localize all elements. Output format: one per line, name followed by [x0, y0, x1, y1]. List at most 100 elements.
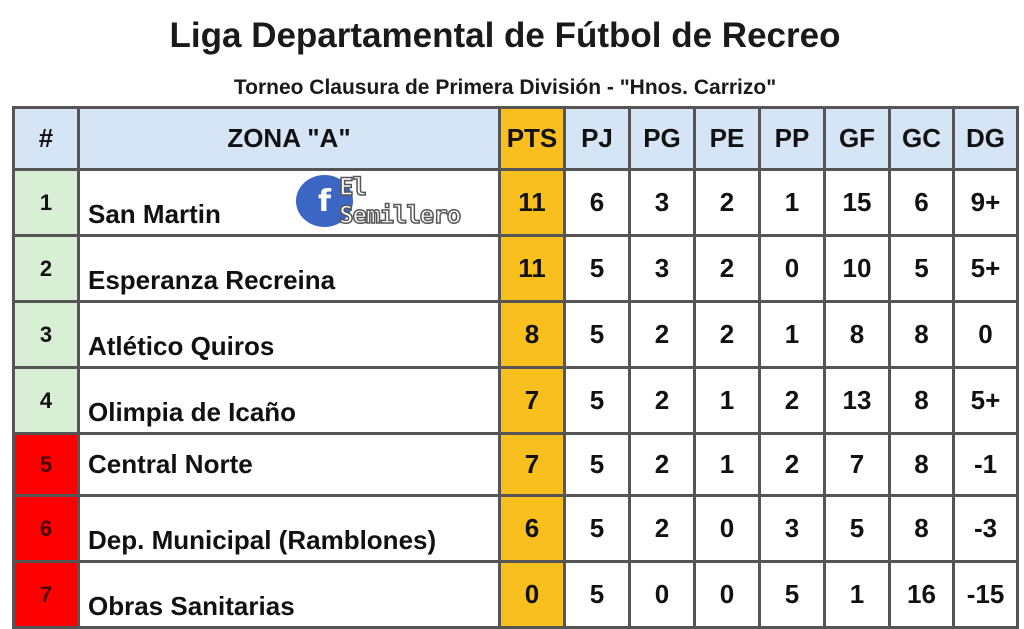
team-name: Esperanza Recreina	[88, 265, 336, 295]
header-pg: PG	[628, 106, 696, 171]
facebook-icon: f	[296, 175, 354, 227]
team-name: Olimpia de Icaño	[88, 397, 297, 427]
dg-cell: -15	[952, 560, 1019, 629]
pp-cell: 5	[758, 560, 826, 629]
gc-cell: 8	[888, 300, 955, 369]
team-name-cell: Atlético Quiros	[77, 300, 501, 369]
header-gc: GC	[888, 106, 955, 171]
pts-cell: 11	[498, 168, 566, 237]
gf-cell: 15	[823, 168, 891, 237]
watermark-text: El Semillero	[338, 172, 462, 230]
pj-cell: 5	[563, 300, 631, 369]
dg-cell: 0	[952, 300, 1019, 369]
dg-cell: -3	[952, 494, 1019, 563]
header-row: # ZONA "A" PTS PJ PG PE PP GF GC DG	[12, 106, 1019, 171]
gf-cell: 10	[823, 234, 891, 303]
pp-cell: 0	[758, 234, 826, 303]
gc-cell: 8	[888, 432, 955, 497]
gf-cell: 7	[823, 432, 891, 497]
pg-cell: 3	[628, 168, 696, 237]
pts-cell: 8	[498, 300, 566, 369]
gf-cell: 5	[823, 494, 891, 563]
table-row: 6 Dep. Municipal (Ramblones) 6 5 2 0 3 5 8 -3	[12, 494, 1019, 563]
gf-cell: 1	[823, 560, 891, 629]
pts-cell: 6	[498, 494, 566, 563]
dg-cell: -1	[952, 432, 1019, 497]
pj-cell: 5	[563, 234, 631, 303]
team-name-cell: Obras Sanitarias	[77, 560, 501, 629]
position-cell: 7	[12, 560, 80, 629]
table-row: 5 Central Norte 7 5 2 1 2 7 8 -1	[12, 432, 1019, 497]
position-cell: 3	[12, 300, 80, 369]
header-pts: PTS	[498, 106, 566, 171]
table-row: 4 Olimpia de Icaño 7 5 2 1 2 13 8 5+	[12, 366, 1019, 435]
team-name-cell: Olimpia de Icaño	[77, 366, 501, 435]
pp-cell: 1	[758, 168, 826, 237]
team-name-cell: Dep. Municipal (Ramblones)	[77, 494, 501, 563]
position-cell: 5	[12, 432, 80, 497]
header-pe: PE	[693, 106, 761, 171]
pts-cell: 11	[498, 234, 566, 303]
pe-cell: 2	[693, 300, 761, 369]
standings-table: # ZONA "A" PTS PJ PG PE PP GF GC DG 1 San…	[12, 106, 1019, 629]
table-row: 2 Esperanza Recreina 11 5 3 2 0 10 5 5+	[12, 234, 1019, 303]
team-name: Central Norte	[88, 449, 253, 479]
pe-cell: 0	[693, 560, 761, 629]
league-title: Liga Departamental de Fútbol de Recreo	[169, 16, 841, 55]
pe-cell: 2	[693, 168, 761, 237]
header-gf: GF	[823, 106, 891, 171]
header-dg: DG	[952, 106, 1019, 171]
dg-cell: 5+	[952, 234, 1019, 303]
pj-cell: 5	[563, 432, 631, 497]
team-name: Atlético Quiros	[88, 331, 275, 361]
watermark: f El Semillero	[296, 172, 498, 230]
team-name: Dep. Municipal (Ramblones)	[88, 525, 437, 555]
gc-cell: 5	[888, 234, 955, 303]
pp-cell: 1	[758, 300, 826, 369]
table-row: 3 Atlético Quiros 8 5 2 2 1 8 8 0	[12, 300, 1019, 369]
header-position: #	[12, 106, 80, 171]
pts-cell: 7	[498, 432, 566, 497]
pg-cell: 2	[628, 300, 696, 369]
pp-cell: 3	[758, 494, 826, 563]
gf-cell: 13	[823, 366, 891, 435]
pts-cell: 7	[498, 366, 566, 435]
team-name-cell: San Martin f El Semillero	[77, 168, 501, 237]
team-name-cell: Esperanza Recreina	[77, 234, 501, 303]
pe-cell: 1	[693, 432, 761, 497]
pg-cell: 3	[628, 234, 696, 303]
gc-cell: 16	[888, 560, 955, 629]
position-cell: 1	[12, 168, 80, 237]
dg-cell: 5+	[952, 366, 1019, 435]
team-name: San Martin	[88, 199, 221, 229]
table-row: 1 San Martin f El Semillero 11 6 3 2 1 15 6 9+	[12, 168, 1019, 237]
team-name: Obras Sanitarias	[88, 591, 295, 621]
team-name-cell: Central Norte	[77, 432, 501, 497]
table-row: 7 Obras Sanitarias 0 5 0 0 5 1 16 -15	[12, 560, 1019, 629]
pg-cell: 0	[628, 560, 696, 629]
pj-cell: 6	[563, 168, 631, 237]
gc-cell: 8	[888, 366, 955, 435]
header-pp: PP	[758, 106, 826, 171]
pj-cell: 5	[563, 560, 631, 629]
position-cell: 4	[12, 366, 80, 435]
position-cell: 2	[12, 234, 80, 303]
dg-cell: 9+	[952, 168, 1019, 237]
pg-cell: 2	[628, 494, 696, 563]
pp-cell: 2	[758, 366, 826, 435]
tournament-subtitle: Torneo Clausura de Primera División - "H…	[233, 76, 777, 99]
pj-cell: 5	[563, 494, 631, 563]
position-cell: 6	[12, 494, 80, 563]
pe-cell: 1	[693, 366, 761, 435]
pg-cell: 2	[628, 432, 696, 497]
pts-cell: 0	[498, 560, 566, 629]
gf-cell: 8	[823, 300, 891, 369]
pe-cell: 0	[693, 494, 761, 563]
header-zone: ZONA "A"	[77, 106, 501, 171]
pe-cell: 2	[693, 234, 761, 303]
pp-cell: 2	[758, 432, 826, 497]
gc-cell: 6	[888, 168, 955, 237]
pj-cell: 5	[563, 366, 631, 435]
pg-cell: 2	[628, 366, 696, 435]
gc-cell: 8	[888, 494, 955, 563]
